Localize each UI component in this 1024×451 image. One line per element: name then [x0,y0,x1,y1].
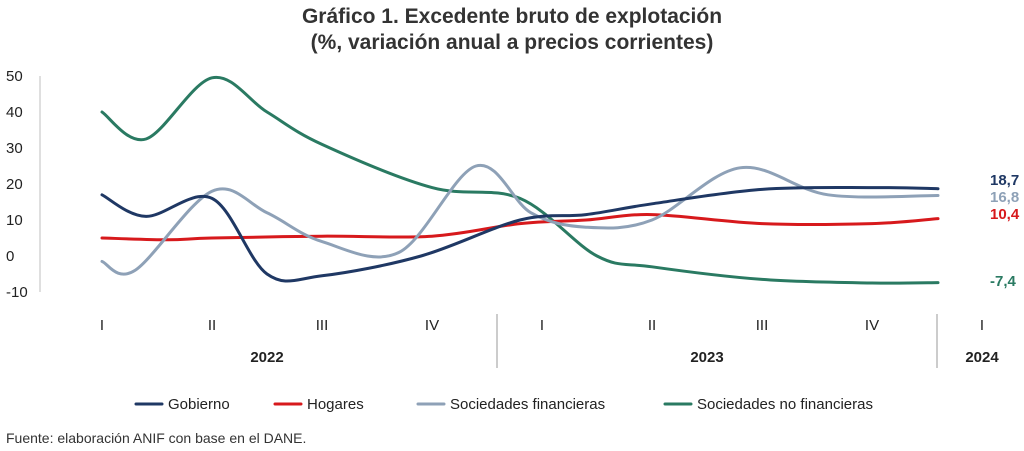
chart-title: Gráfico 1. Excedente bruto de explotació… [0,4,1024,56]
y-tick-label: 0 [6,248,14,265]
legend-label: Sociedades financieras [450,396,605,413]
end-value-label: 18,7 [990,172,1019,189]
x-tick-label: III [756,317,769,334]
end-labels: 18,716,810,4 -7,4 [990,172,1020,290]
y-tick-label: 10 [6,212,23,229]
end-value-label: 10,4 [990,206,1020,223]
y-tick-label: 50 [6,68,23,85]
legend-label: Sociedades no financieras [697,396,873,413]
x-tick-label: IV [865,317,879,334]
year-label: 2022 [250,349,283,366]
legend-label: Hogares [307,396,364,413]
end-value-label: -7,4 [990,273,1017,290]
year-label: 2024 [965,349,999,366]
y-tick-label: 40 [6,104,23,121]
series-line-sociedades-financieras [100,163,940,276]
x-tick-label: II [208,317,216,334]
x-tick-label: IV [425,317,439,334]
x-tick-label: I [540,317,544,334]
series-line-sociedades-no-financieras [100,75,940,285]
series-line-hogares [100,213,940,242]
y-tick-label: -10 [6,284,28,301]
series-line-gobierno [100,186,940,283]
title-line: Gráfico 1. Excedente bruto de explotació… [301,5,723,28]
legend: Gobierno Hogares Sociedades financieras Soc… [134,396,873,413]
x-tick-label: I [100,317,104,334]
y-axis-ticks: 50 40 30 20 10 0 -10 [6,68,28,301]
source-note: Fuente: elaboración ANIF con base en el … [6,430,307,446]
x-tick-label: III [316,317,329,334]
x-tick-label: II [648,317,656,334]
legend-label: Gobierno [168,396,230,413]
subtitle-line: (%, variación anual a precios corrientes… [310,31,714,54]
x-tick-label: I [980,317,984,334]
year-label: 2023 [690,349,723,366]
series-lines [100,75,940,285]
y-tick-label: 20 [6,176,23,193]
end-value-label: 16,8 [990,189,1019,206]
y-tick-label: 30 [6,140,23,157]
